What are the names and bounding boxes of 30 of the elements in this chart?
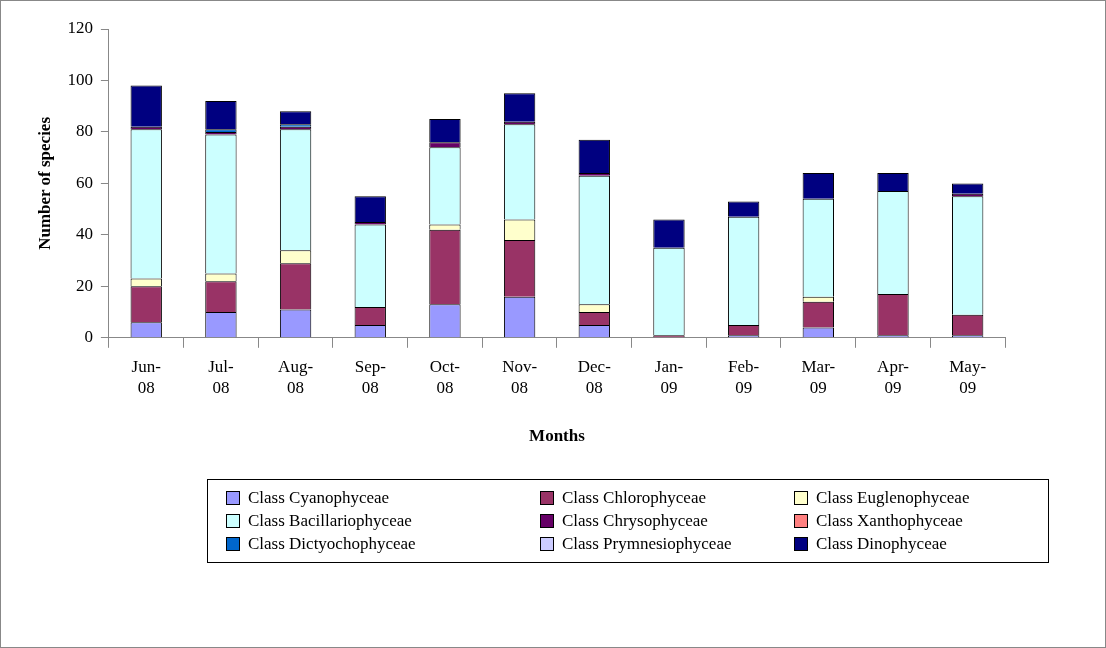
y-tick-label: 100 <box>67 69 93 89</box>
legend-label: Class Cyanophyceae <box>248 488 390 508</box>
legend-label: Class Prymnesiophyceae <box>562 534 732 554</box>
y-tick-label: 20 <box>75 275 93 295</box>
x-tick-label: Dec-08 <box>577 357 612 397</box>
legend-label: Class Xanthophyceae <box>816 511 963 531</box>
y-tick-label: 60 <box>75 172 93 192</box>
x-tick-label: Mar-09 <box>801 357 836 397</box>
x-tick-label: Apr-09 <box>877 357 910 397</box>
y-tick-label: 80 <box>75 121 93 141</box>
legend-label: Class Euglenophyceae <box>816 488 970 508</box>
x-tick-label: May-09 <box>949 357 987 397</box>
y-tick-label: 40 <box>75 224 93 244</box>
legend-label: Class Chlorophyceae <box>562 488 706 508</box>
x-tick-label: Feb-09 <box>728 357 760 397</box>
y-tick-label: 0 <box>84 327 93 347</box>
legend-label: Class Bacillariophyceae <box>248 511 412 531</box>
x-axis-title: Months <box>529 426 586 446</box>
x-tick-label: Nov-08 <box>502 357 538 397</box>
x-tick-label: Jul-08 <box>208 357 234 397</box>
x-tick-label: Jan-09 <box>654 357 684 397</box>
x-tick-label: Oct-08 <box>429 357 461 397</box>
x-tick-label: Jun-08 <box>131 357 162 397</box>
x-tick-label: Aug-08 <box>278 357 314 397</box>
y-axis-title: Number of species <box>34 116 54 250</box>
legend-label: Class Dictyochophyceae <box>248 534 416 554</box>
legend-label: Class Dinophyceae <box>816 534 947 554</box>
x-tick-label: Sep-08 <box>354 357 387 397</box>
legend-label: Class Chrysophyceae <box>562 511 708 531</box>
y-tick-label: 120 <box>67 18 93 38</box>
